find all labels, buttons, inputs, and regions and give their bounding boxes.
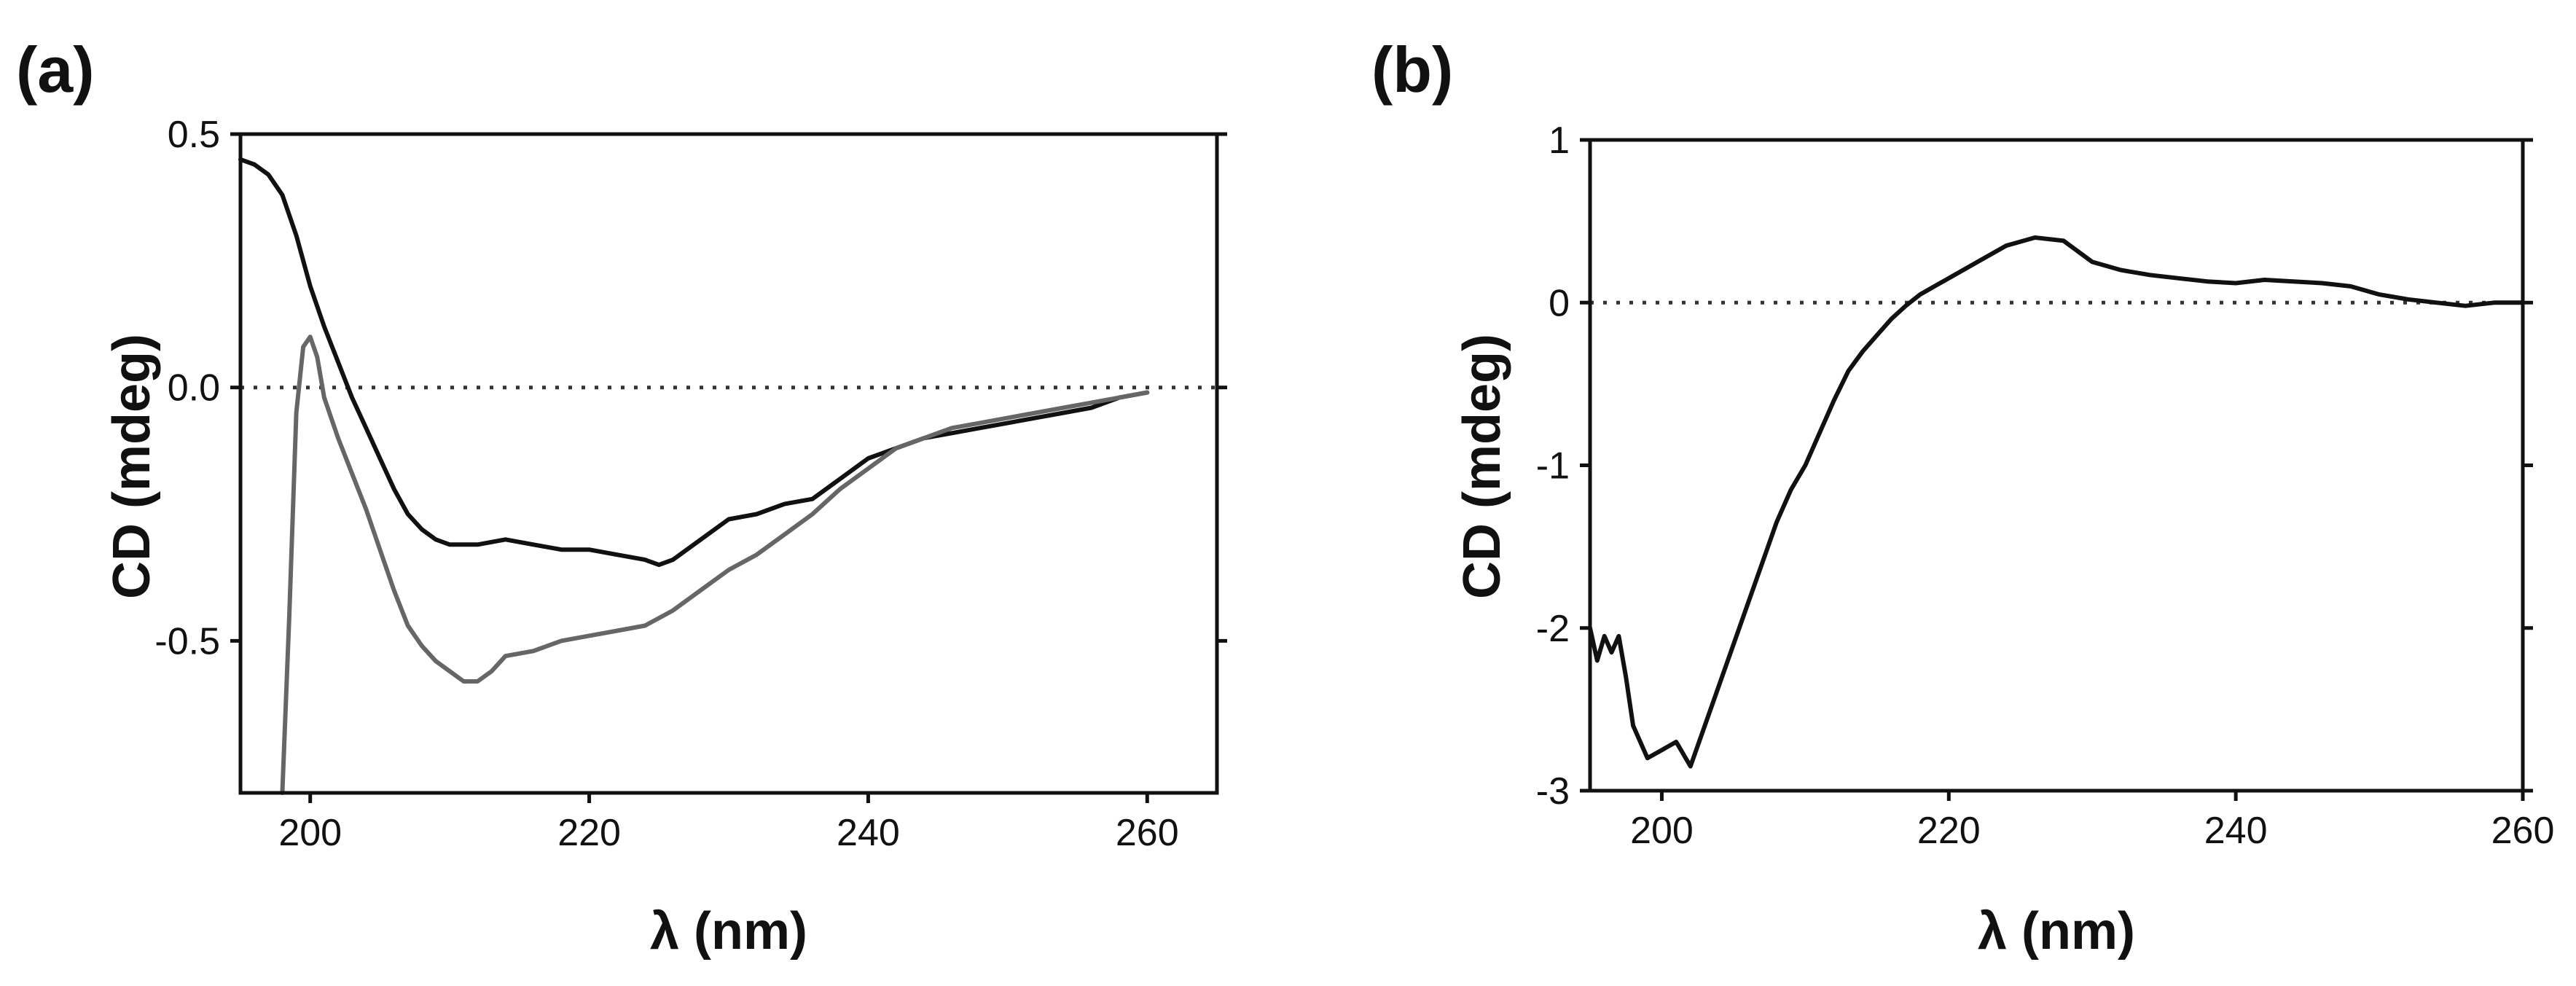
panel-b-label: (b)	[1371, 34, 1453, 106]
panel-a-x-tick-label-240: 240	[837, 812, 900, 854]
panel-b-y-tick-label-2: -1	[1536, 445, 1570, 488]
panel-b-y-tick-label-1: 0	[1549, 282, 1570, 324]
panel-a-plot-frame	[238, 132, 1219, 795]
panel-a: (a) 200 220 240 260 0.5 0.0 -0.5 λ (nm) CD (md…	[16, 34, 1227, 960]
panel-a-ticks-group: 200 220 240 260 0.5 0.0 -0.5	[154, 114, 1227, 854]
panel-b-x-tick-label-240: 240	[2204, 810, 2268, 852]
panel-b-y-axis-title: CD (mdeg)	[1453, 334, 1511, 599]
panel-a-y-tick-label-1: 0.0	[168, 367, 220, 410]
panel-b-ticks-group: 200 220 240 260 1 0 -1 -2 -3	[1536, 120, 2555, 852]
panel-b-y-tick-label-3: -2	[1536, 608, 1570, 650]
panel-b-y-tick-label-4: -3	[1536, 770, 1570, 813]
panel-b-x-tick-label-220: 220	[1917, 810, 1981, 852]
panel-a-series-line-2	[280, 334, 1150, 795]
panel-a-y-tick-label-2: -0.5	[154, 620, 220, 662]
panel-b-y-tick-label-0: 1	[1549, 120, 1570, 162]
panel-b-x-axis-title: λ (nm)	[1978, 902, 2135, 960]
panel-b-series-line-1	[1588, 235, 2525, 769]
panel-a-x-tick-label-200: 200	[278, 812, 342, 854]
panel-b-x-tick-label-200: 200	[1630, 810, 1694, 852]
panel-a-series-line-1	[238, 157, 1150, 568]
panel-a-x-tick-label-220: 220	[557, 812, 621, 854]
panel-b-x-tick-label-260: 260	[2491, 810, 2555, 852]
panel-a-y-axis-title: CD (mdeg)	[103, 334, 161, 599]
panel-a-y-tick-label-0: 0.5	[168, 114, 220, 156]
panel-a-x-axis-title: λ (nm)	[650, 902, 807, 960]
panel-b-series-group	[1588, 235, 2525, 769]
panel-a-series-group	[238, 157, 1150, 795]
panel-a-label: (a)	[16, 34, 95, 106]
panel-b: (b) 200 220 240 260 1 0 -1 -2 -3 λ (nm) CD (mdeg…	[1371, 34, 2554, 960]
panel-b-plot-frame	[1588, 138, 2525, 793]
panel-a-x-tick-label-260: 260	[1116, 812, 1179, 854]
